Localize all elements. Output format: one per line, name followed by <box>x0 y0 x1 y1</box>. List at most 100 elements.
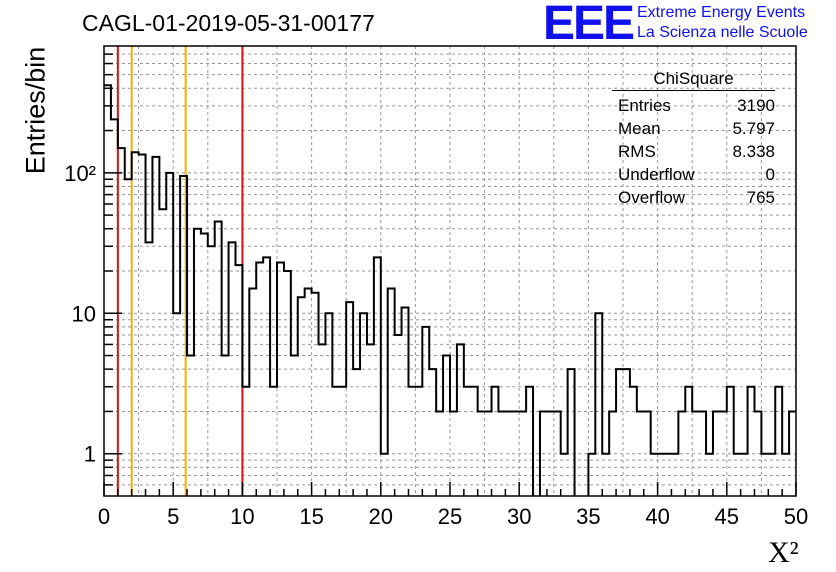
histogram-bin <box>775 387 782 496</box>
histogram-bin <box>270 387 277 496</box>
histogram-bin <box>831 411 836 496</box>
stats-value: 5.797 <box>732 119 775 138</box>
histogram-bin <box>727 387 734 496</box>
histogram-bin <box>443 356 450 496</box>
stats-row-rms: RMS 8.338 <box>612 140 775 163</box>
histogram-bin <box>429 369 436 496</box>
histogram-bin <box>360 313 367 496</box>
histogram-bin <box>305 289 312 496</box>
stats-value: 3190 <box>737 96 775 115</box>
y-tick-label: 10² <box>64 161 96 186</box>
histogram-bin <box>789 411 796 496</box>
histogram-bin <box>284 271 291 496</box>
x-axis-label: X² <box>768 536 799 569</box>
histogram-bin <box>651 454 658 496</box>
histogram-bin <box>803 454 810 496</box>
histogram-bin <box>671 454 678 496</box>
x-tick-label: 0 <box>98 504 110 529</box>
histogram-bin <box>540 411 547 496</box>
x-tick-label: 50 <box>784 504 808 529</box>
y-tick-labels: 1 10 10² <box>64 161 96 467</box>
histogram-bin <box>713 411 720 496</box>
histogram-bin <box>436 411 443 496</box>
histogram-bin <box>388 289 395 496</box>
histogram-bin <box>104 85 111 496</box>
histogram-bin <box>422 327 429 496</box>
stats-label: Overflow <box>618 188 686 207</box>
histogram-bin <box>810 454 817 496</box>
histogram-bin <box>173 313 180 496</box>
y-axis-label: Entries/bin <box>20 46 51 175</box>
histogram-bin <box>720 411 727 496</box>
histogram-bin <box>381 454 388 496</box>
histogram-bin <box>554 411 561 496</box>
histogram-bin <box>415 387 422 496</box>
stats-row-entries: Entries 3190 <box>612 94 775 117</box>
logo-subtitle-line1: Extreme Energy Events <box>637 4 806 21</box>
stats-label: Underflow <box>618 165 695 184</box>
histogram-bin <box>408 387 415 496</box>
histogram-bin <box>761 454 768 496</box>
histogram-bin <box>374 257 381 496</box>
histogram-bin <box>325 313 332 496</box>
histogram-bin <box>457 344 464 496</box>
x-tick-label: 20 <box>369 504 393 529</box>
histogram-bin <box>229 242 236 496</box>
histogram-bin <box>498 411 505 496</box>
eee-logo: EEE <box>543 0 635 50</box>
histogram-bin <box>678 411 685 496</box>
histogram-bin <box>471 387 478 496</box>
histogram-bin <box>692 411 699 496</box>
x-tick-label: 5 <box>167 504 179 529</box>
histogram-bin <box>277 262 284 496</box>
stats-label: Entries <box>618 96 671 115</box>
stats-value: 765 <box>746 188 775 207</box>
stats-row-overflow: Overflow 765 <box>612 186 775 209</box>
histogram-bin <box>291 356 298 496</box>
histogram-bin <box>332 387 339 496</box>
chart-title: CAGL-01-2019-05-31-00177 <box>82 10 375 36</box>
histogram-bin <box>637 411 644 496</box>
histogram-bin <box>187 356 194 496</box>
histogram-bin <box>222 356 229 496</box>
x-tick-labels: 0 5 10 15 20 25 30 35 40 45 50 <box>98 504 808 529</box>
stats-row-mean: Mean 5.797 <box>612 117 775 140</box>
histogram-bin <box>166 173 173 496</box>
y-tick-label: 10 <box>72 301 96 326</box>
axis-ticks <box>103 53 797 496</box>
stats-value: 8.338 <box>732 142 775 161</box>
histogram-bin <box>485 411 492 496</box>
histogram-bin <box>602 454 609 496</box>
histogram-bin <box>665 454 672 496</box>
histogram-bin <box>450 411 457 496</box>
histogram-bin <box>159 209 166 496</box>
histogram-bin <box>561 454 568 496</box>
histogram-bin <box>609 411 616 496</box>
histogram-bin <box>319 344 326 496</box>
x-tick-label: 45 <box>715 504 739 529</box>
histogram-bin <box>346 302 353 496</box>
histogram-bin <box>824 411 831 496</box>
histogram-bin <box>817 387 824 496</box>
x-tick-label: 35 <box>576 504 600 529</box>
histogram-bin <box>339 387 346 496</box>
histogram-bin <box>630 387 637 496</box>
histogram-bin <box>215 222 222 496</box>
histogram-bin <box>125 179 132 496</box>
stats-label: RMS <box>618 142 656 161</box>
histogram-outline <box>104 84 796 496</box>
histogram-bin <box>644 411 651 496</box>
histogram-bin <box>706 454 713 496</box>
histogram-bin <box>748 387 755 496</box>
histogram-bin <box>208 246 215 496</box>
histogram-bin <box>201 233 208 496</box>
histogram-bin <box>353 369 360 496</box>
histogram-bin <box>782 454 789 496</box>
histogram-bin <box>492 387 499 496</box>
histogram-bin <box>568 369 575 496</box>
histogram-bin <box>395 335 402 496</box>
histogram-bin <box>312 293 319 496</box>
histogram-bin <box>256 262 263 496</box>
histogram-bin <box>623 369 630 496</box>
